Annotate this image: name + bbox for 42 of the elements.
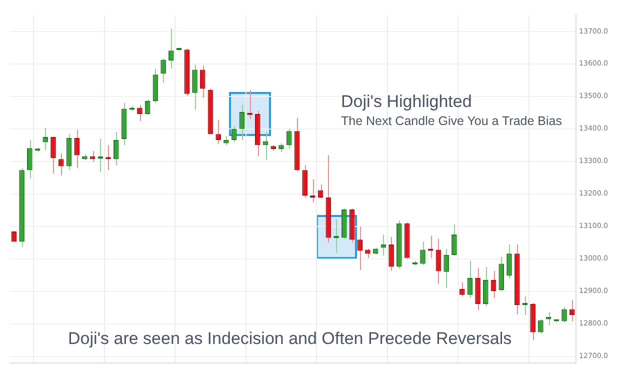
candlestick — [286, 128, 292, 149]
annotation: The Next Candle Give You a Trade Bias — [341, 114, 562, 128]
candlestick — [113, 132, 119, 166]
candlestick — [168, 28, 174, 70]
candlestick — [216, 119, 221, 145]
candlestick — [380, 234, 386, 256]
candlestick — [27, 139, 32, 179]
candlestick — [262, 132, 268, 161]
candlestick — [357, 226, 363, 270]
candlestick — [538, 318, 544, 334]
candlestick — [365, 248, 370, 258]
candlestick — [98, 138, 104, 173]
candlestick — [420, 241, 426, 266]
candlestick — [522, 295, 528, 316]
candlestick — [42, 127, 48, 151]
candlestick — [231, 125, 237, 142]
candlestick — [452, 224, 457, 256]
candlestick — [90, 150, 96, 163]
candlestick — [388, 236, 394, 272]
candlestick — [137, 104, 142, 122]
candlestick — [562, 306, 567, 323]
candlestick — [302, 164, 308, 198]
candlestick — [74, 129, 80, 169]
annotation: Doji's Highlighted — [341, 92, 472, 112]
candlestick — [239, 104, 245, 140]
candlestick — [506, 244, 512, 279]
candlestick — [58, 152, 64, 176]
candlestick — [467, 260, 473, 298]
candlestick — [546, 312, 552, 326]
candlestick — [444, 248, 449, 289]
candlestick — [490, 270, 496, 298]
annotation: Doji's are seen as Indecision and Often Precede Reversals — [68, 329, 512, 349]
candlestick — [459, 282, 465, 297]
candlestick — [482, 266, 488, 306]
candlestick — [160, 58, 166, 84]
candlestick — [569, 300, 575, 322]
candlestick — [200, 65, 206, 98]
candlestick — [475, 267, 480, 311]
candlestick — [436, 238, 442, 284]
candlestick — [144, 99, 150, 116]
candlestick — [192, 64, 198, 110]
candlestick — [50, 136, 56, 174]
